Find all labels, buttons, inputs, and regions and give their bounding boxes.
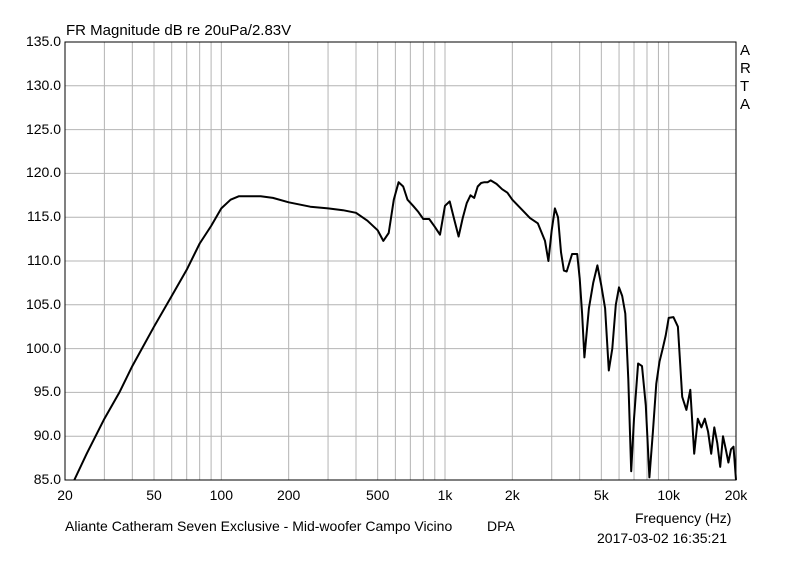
x-tick-label: 10k — [657, 487, 680, 503]
y-tick-label: 90.0 — [33, 427, 61, 444]
brand-letter: A — [740, 96, 750, 113]
y-tick-label: 135.0 — [25, 33, 61, 49]
timestamp: 2017-03-02 16:35:21 — [597, 530, 727, 546]
y-tick-label: 130.0 — [25, 76, 61, 93]
curve-layer — [73, 179, 737, 481]
chart-grid — [65, 42, 736, 480]
x-tick-label: 2k — [504, 487, 520, 503]
x-axis-label: Frequency (Hz) — [635, 510, 732, 526]
footer-description: Aliante Catheram Seven Exclusive - Mid-w… — [65, 518, 453, 534]
x-tick-label: 20k — [724, 487, 748, 503]
brand-letter: A — [740, 42, 750, 59]
brand-letter: R — [740, 60, 751, 77]
x-tick-label: 20 — [57, 487, 73, 503]
x-tick-label: 1k — [437, 487, 453, 503]
x-tick-label: 5k — [593, 487, 609, 503]
y-tick-label: 85.0 — [33, 471, 61, 487]
x-tick-label: 500 — [365, 487, 390, 503]
chart-title: FR Magnitude dB re 20uPa/2.83V — [66, 22, 292, 39]
y-tick-label: 120.0 — [25, 164, 61, 181]
response-curve — [73, 179, 737, 481]
y-tick-label: 115.0 — [27, 208, 61, 225]
x-tick-label: 200 — [276, 487, 301, 503]
y-tick-label: 95.0 — [33, 383, 61, 400]
y-tick-label: 105.0 — [25, 295, 61, 312]
plot-frame — [64, 41, 737, 481]
footer-dpa: DPA — [487, 518, 515, 534]
brand-letter: T — [740, 78, 749, 95]
y-tick-label: 125.0 — [25, 120, 61, 137]
y-tick-label: 100.0 — [25, 339, 61, 356]
x-tick-label: 50 — [146, 487, 162, 503]
x-tick-label: 100 — [209, 487, 234, 503]
y-tick-label: 110.0 — [27, 252, 61, 268]
